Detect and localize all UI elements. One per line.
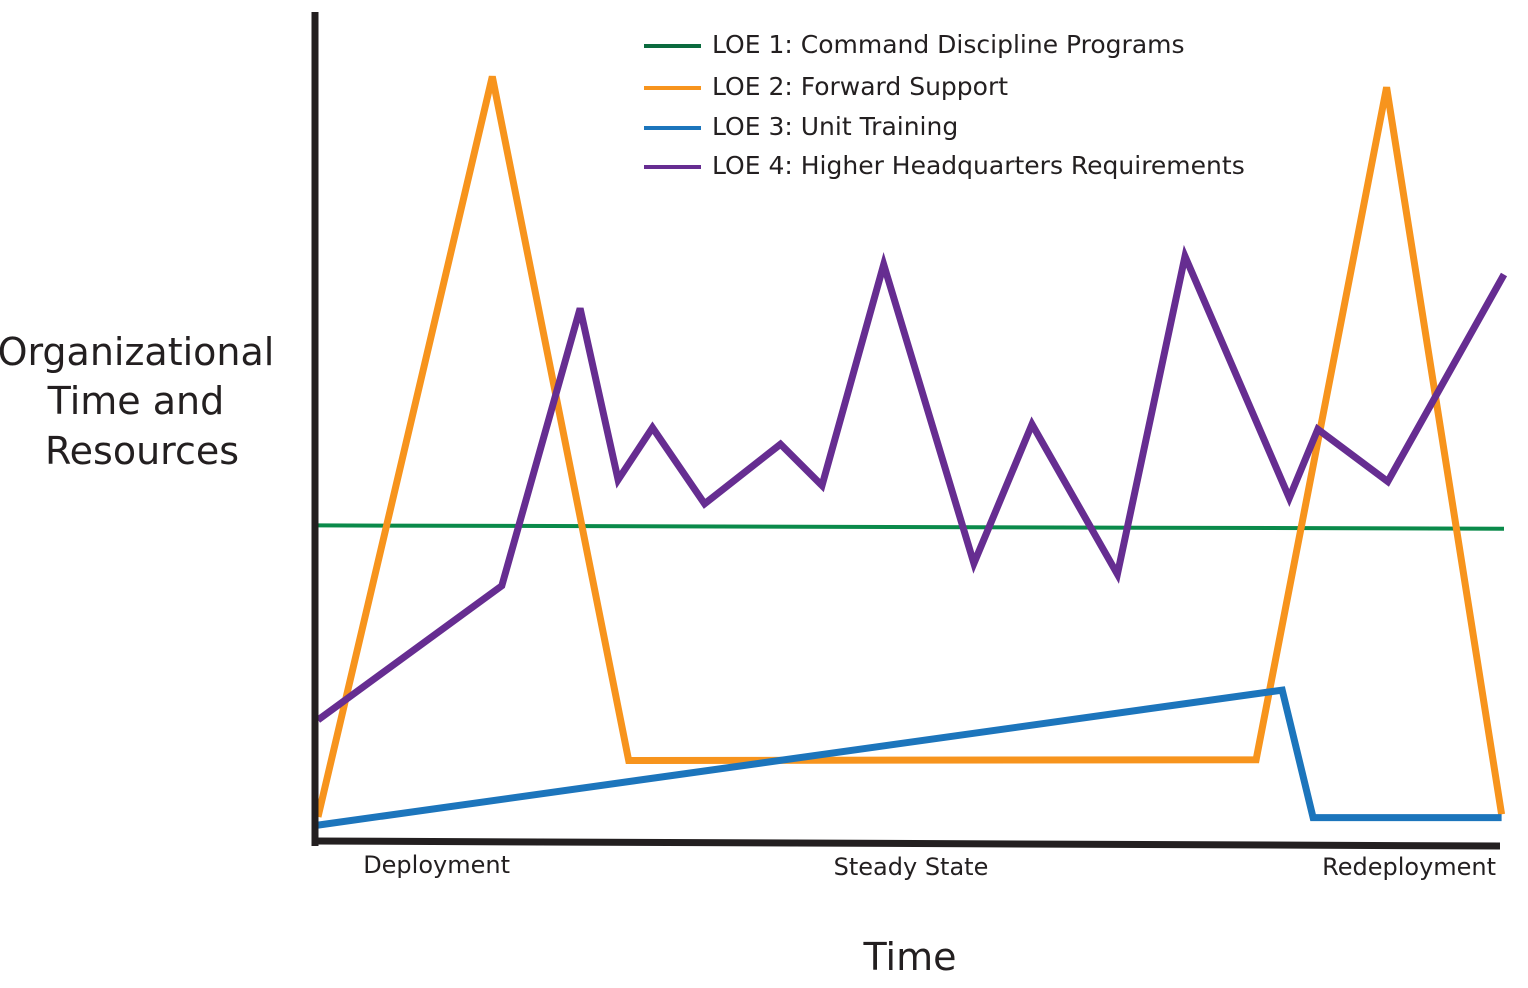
series-line-loe-3: [317, 686, 1502, 829]
y-axis-label-line-3: Resources: [45, 429, 239, 473]
y-axis-label-line-1: Organizational: [0, 330, 274, 374]
legend-label-loe-2: LOE 2: Forward Support: [712, 72, 1008, 101]
legend-label-loe-1: LOE 1: Command Discipline Programs: [712, 30, 1185, 59]
legend-label-loe-4: LOE 4: Higher Headquarters Requirements: [712, 151, 1245, 180]
series-line-loe-4: [315, 244, 1508, 723]
series-line-loe-1: [317, 523, 1505, 531]
x-tick-label-steady-state: Steady State: [834, 853, 989, 881]
x-tick-label-redeployment: Redeployment: [1322, 853, 1496, 881]
x-tick-label-deployment: Deployment: [363, 851, 510, 879]
y-axis-label-line-2: Time and: [47, 379, 225, 423]
legend: LOE 1: Command Discipline Programs LOE 2:…: [644, 30, 1245, 180]
x-tick-labels: Deployment Steady State Redeployment: [363, 851, 1496, 881]
legend-label-loe-3: LOE 3: Unit Training: [712, 112, 958, 141]
series-lines: [314, 75, 1508, 829]
x-axis-label: Time: [863, 935, 957, 979]
series-line-loe-2: [314, 75, 1506, 818]
x-axis-line: [311, 837, 1501, 850]
y-axis-label: Organizational Time and Resources: [0, 330, 286, 473]
